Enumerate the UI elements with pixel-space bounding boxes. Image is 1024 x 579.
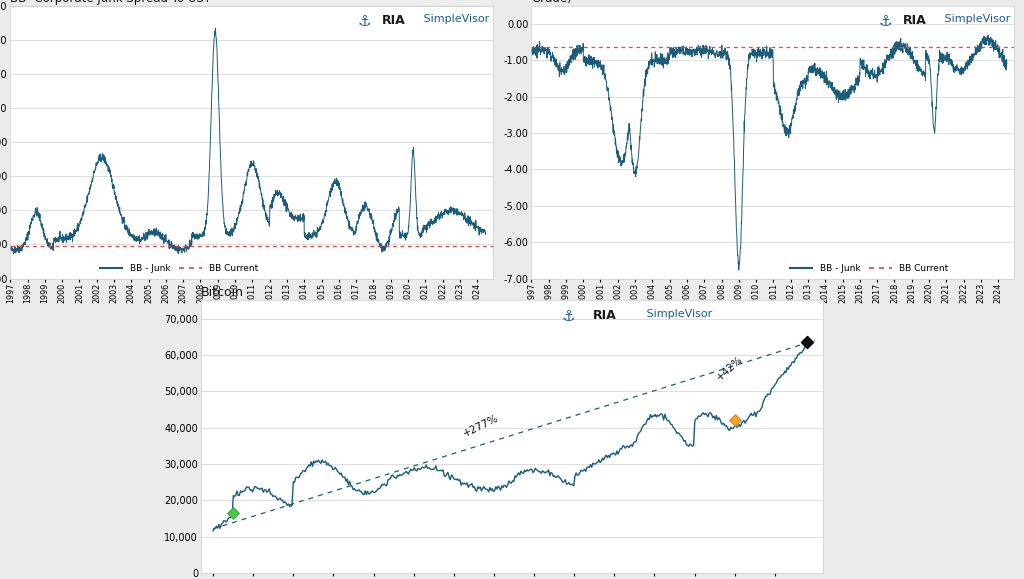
Point — [799, 338, 815, 347]
Text: ⚓: ⚓ — [562, 309, 575, 324]
Text: ⚓: ⚓ — [357, 14, 372, 29]
Legend: BB - Junk, BB Current: BB - Junk, BB Current — [96, 261, 262, 277]
Text: BB- Corporate Junk Spread To UST: BB- Corporate Junk Spread To UST — [10, 0, 211, 5]
Point — [225, 508, 242, 518]
Text: ⚓: ⚓ — [879, 14, 892, 29]
Text: RIA: RIA — [593, 309, 616, 321]
Text: RIA: RIA — [903, 14, 927, 27]
Text: RIA: RIA — [382, 14, 406, 27]
Text: SimpleVisor: SimpleVisor — [941, 14, 1011, 24]
Text: Bitcoin: Bitcoin — [201, 286, 244, 299]
Text: SimpleVisor: SimpleVisor — [643, 309, 712, 318]
Legend: BB - Junk, BB Current: BB - Junk, BB Current — [786, 261, 952, 277]
Text: +277%: +277% — [462, 413, 501, 439]
Text: BB- Corporate Junk Spread To BBB Corporate Invest.
Grade): BB- Corporate Junk Spread To BBB Corpora… — [531, 0, 840, 5]
Point — [727, 415, 743, 424]
Text: +42%: +42% — [715, 354, 745, 383]
Text: SimpleVisor: SimpleVisor — [420, 14, 489, 24]
